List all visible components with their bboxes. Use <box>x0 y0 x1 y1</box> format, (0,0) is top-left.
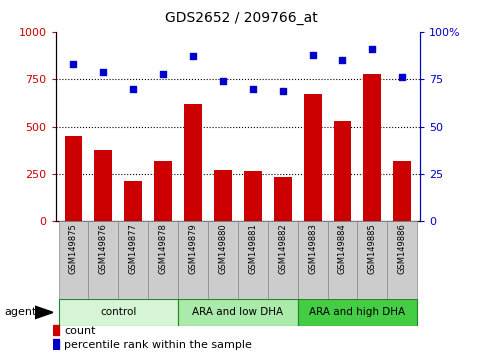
Bar <box>65 136 83 221</box>
Point <box>129 86 137 92</box>
Bar <box>214 170 232 221</box>
Point <box>279 88 286 93</box>
Bar <box>118 221 148 299</box>
Bar <box>393 161 411 221</box>
Bar <box>94 150 113 221</box>
Bar <box>327 221 357 299</box>
Point <box>339 57 346 63</box>
Point <box>309 52 316 57</box>
Text: GSM149877: GSM149877 <box>129 224 138 274</box>
Text: agent: agent <box>5 307 37 318</box>
Text: GSM149878: GSM149878 <box>158 224 168 274</box>
Point <box>369 46 376 52</box>
Bar <box>208 221 238 299</box>
Bar <box>298 299 417 326</box>
Text: percentile rank within the sample: percentile rank within the sample <box>64 340 252 350</box>
Bar <box>184 104 202 221</box>
Text: control: control <box>100 307 137 318</box>
Text: GSM149881: GSM149881 <box>248 224 257 274</box>
Bar <box>274 177 292 221</box>
Bar <box>58 221 88 299</box>
Bar <box>387 221 417 299</box>
Text: GSM149875: GSM149875 <box>69 224 78 274</box>
Bar <box>334 121 352 221</box>
Bar <box>298 221 327 299</box>
Point <box>70 61 77 67</box>
Text: GSM149882: GSM149882 <box>278 224 287 274</box>
Bar <box>357 221 387 299</box>
Text: GDS2652 / 209766_at: GDS2652 / 209766_at <box>165 11 318 25</box>
Text: GSM149884: GSM149884 <box>338 224 347 274</box>
Bar <box>53 339 59 349</box>
Polygon shape <box>35 306 53 319</box>
Bar <box>178 299 298 326</box>
Bar <box>53 325 59 335</box>
Point <box>189 54 197 59</box>
Bar <box>268 221 298 299</box>
Text: GSM149886: GSM149886 <box>398 224 407 274</box>
Point <box>219 78 227 84</box>
Bar <box>363 74 382 221</box>
Bar <box>304 95 322 221</box>
Text: GSM149876: GSM149876 <box>99 224 108 274</box>
Point <box>249 86 256 92</box>
Bar <box>244 171 262 221</box>
Point <box>99 69 107 74</box>
Bar <box>58 299 178 326</box>
Text: GSM149883: GSM149883 <box>308 224 317 274</box>
Bar <box>124 181 142 221</box>
Text: ARA and low DHA: ARA and low DHA <box>192 307 284 318</box>
Bar <box>238 221 268 299</box>
Bar <box>154 161 172 221</box>
Text: ARA and high DHA: ARA and high DHA <box>310 307 406 318</box>
Text: count: count <box>64 326 96 336</box>
Point <box>398 74 406 80</box>
Text: GSM149885: GSM149885 <box>368 224 377 274</box>
Bar <box>88 221 118 299</box>
Point <box>159 71 167 76</box>
Text: GSM149879: GSM149879 <box>188 224 198 274</box>
Bar <box>178 221 208 299</box>
Text: GSM149880: GSM149880 <box>218 224 227 274</box>
Bar <box>148 221 178 299</box>
